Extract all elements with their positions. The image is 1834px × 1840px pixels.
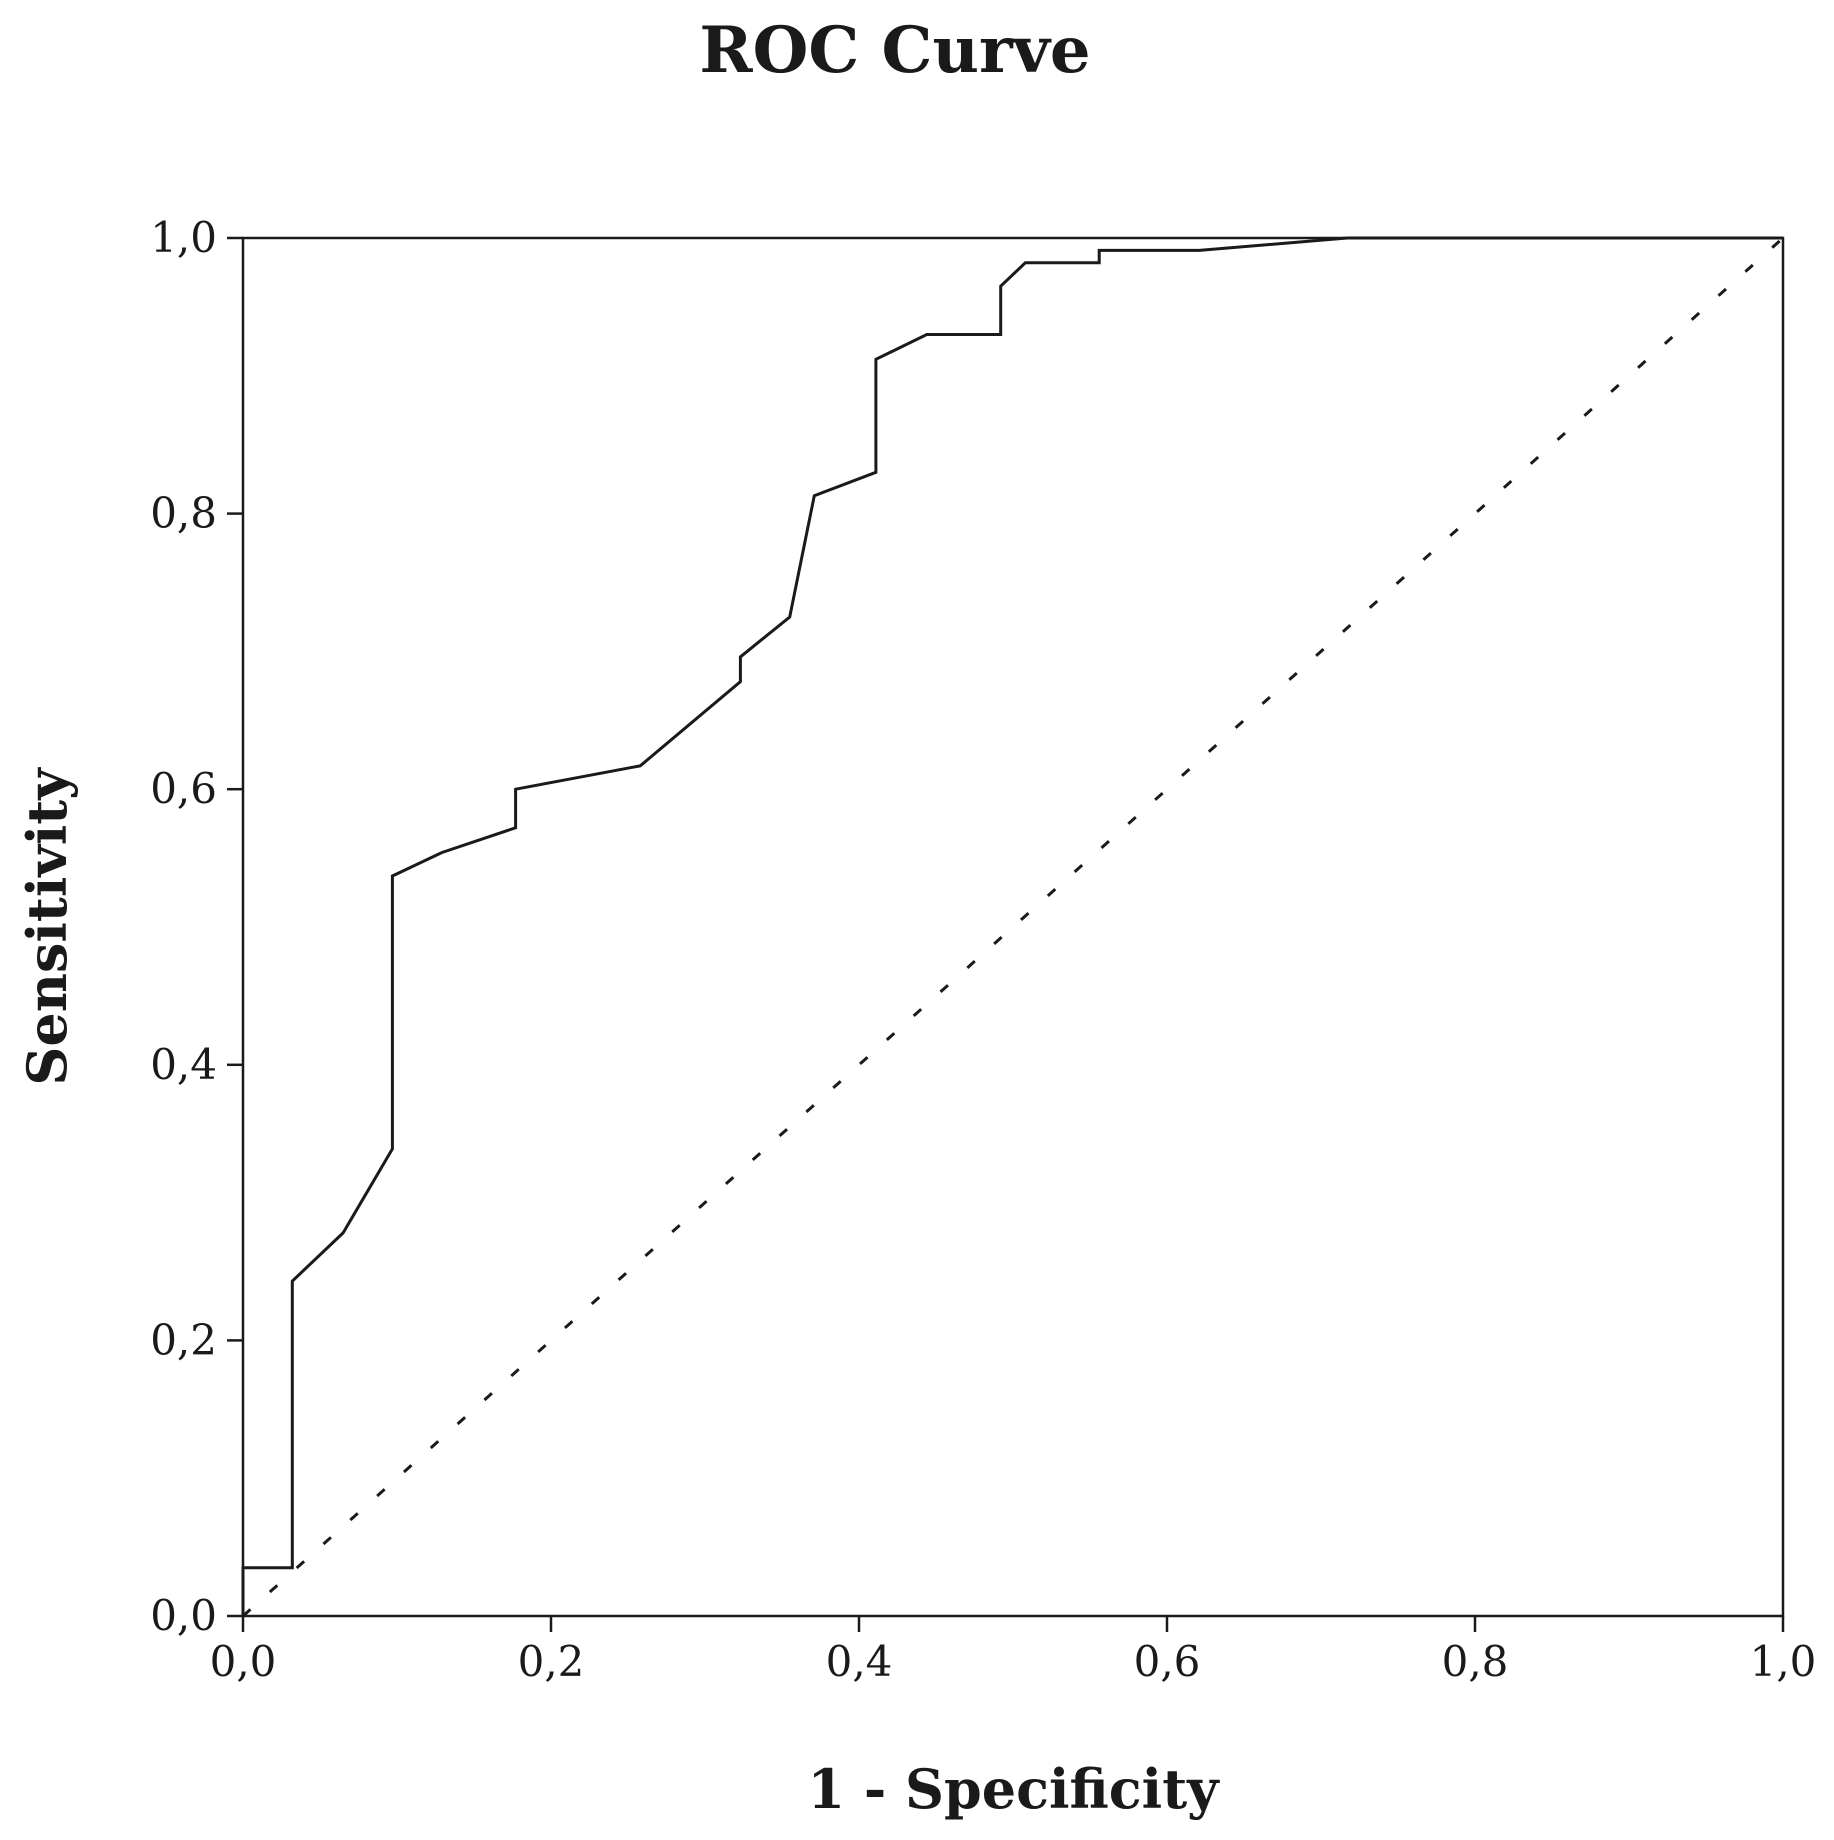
x-tick-label: 0,4 — [826, 1637, 893, 1686]
x-tick-label: 0,8 — [1442, 1637, 1509, 1686]
x-tick-label: 1,0 — [1750, 1637, 1817, 1686]
y-tick-label: 1,0 — [150, 213, 217, 262]
y-axis-label: Sensitivity — [15, 767, 79, 1086]
y-tick-label: 0,0 — [150, 1591, 217, 1640]
x-tick-label: 0,0 — [210, 1637, 277, 1686]
y-tick-label: 0,8 — [150, 489, 217, 538]
y-tick-label: 0,4 — [150, 1040, 217, 1089]
x-tick-label: 0,6 — [1134, 1637, 1201, 1686]
y-tick-label: 0,6 — [150, 764, 217, 813]
y-tick-label: 0,2 — [150, 1315, 217, 1364]
x-axis-label: 1 - Specificity — [807, 1757, 1220, 1821]
chart-title: ROC Curve — [699, 13, 1090, 88]
plot-frame — [241, 236, 1785, 1618]
x-tick-label: 0,2 — [518, 1637, 585, 1686]
reference-line — [241, 236, 1785, 1618]
roc-curve-line — [241, 236, 1783, 1616]
